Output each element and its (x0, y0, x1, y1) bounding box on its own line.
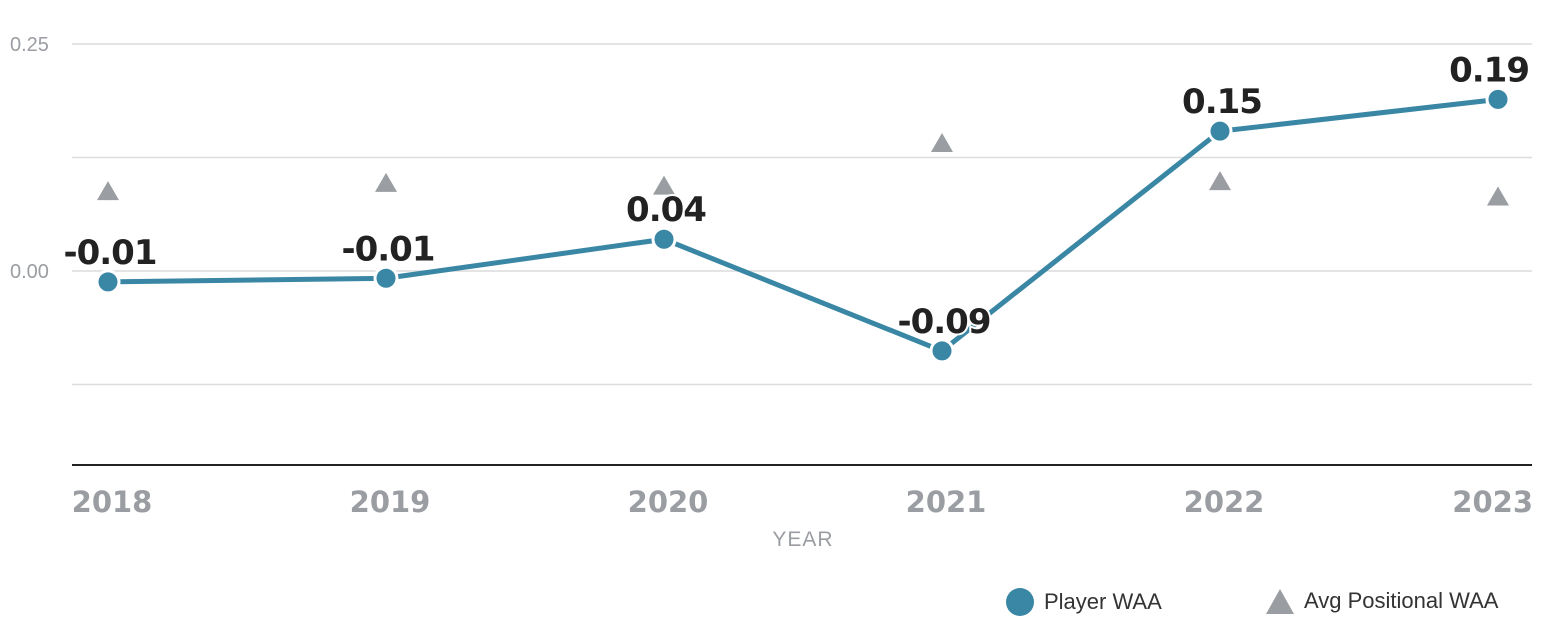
player-waa-data-label: -0.09 (898, 302, 991, 342)
avg-positional-waa-marker (1209, 171, 1231, 191)
player-waa-marker[interactable] (651, 226, 677, 252)
y-axis-ticks: 0.25 0.00 (10, 34, 49, 283)
avg-positional-waa-marker (1487, 186, 1509, 206)
x-tick-label: 2023 (1452, 485, 1533, 519)
avg-positional-waa-marker (375, 172, 397, 192)
avg-positional-waa-marker (653, 175, 675, 195)
x-tick-label: 2022 (1184, 485, 1265, 519)
player-waa-data-label: -0.01 (342, 229, 435, 269)
legend-avg-positional-waa-label: Avg Positional WAA (1304, 588, 1499, 613)
player-waa-data-label: -0.01 (64, 233, 157, 273)
x-axis-ticks: 2018 2019 2020 2021 2022 2023 (72, 485, 1533, 519)
avg-positional-waa-marker (97, 181, 119, 201)
legend-avg-positional-waa[interactable]: Avg Positional WAA (1266, 588, 1498, 614)
avg-positional-waa-series (97, 132, 1509, 206)
legend-player-waa-label: Player WAA (1044, 589, 1162, 614)
player-waa-series (95, 86, 1511, 364)
x-tick-label: 2018 (72, 485, 153, 519)
triangle-marker-icon (1266, 588, 1294, 614)
player-waa-data-label: 0.04 (626, 190, 706, 230)
y-tick-label: 0.00 (10, 261, 49, 283)
y-tick-label: 0.25 (10, 34, 49, 56)
circle-marker-icon (1006, 588, 1034, 616)
player-waa-data-labels: -0.01 -0.01 0.04 -0.09 0.15 0.19 (62, 48, 1533, 344)
x-tick-label: 2020 (628, 485, 709, 519)
player-waa-marker[interactable] (1207, 118, 1233, 144)
x-tick-label: 2019 (350, 485, 431, 519)
player-waa-marker[interactable] (95, 269, 121, 295)
x-axis-label: YEAR (772, 528, 833, 551)
legend-player-waa[interactable]: Player WAA (1006, 588, 1162, 616)
player-waa-marker[interactable] (1485, 86, 1511, 112)
x-tick-label: 2021 (906, 485, 987, 519)
player-waa-data-label: 0.19 (1449, 50, 1529, 90)
player-waa-marker[interactable] (929, 338, 955, 364)
gridlines (72, 43, 1532, 386)
player-waa-marker[interactable] (373, 265, 399, 291)
player-waa-data-label: 0.15 (1182, 82, 1262, 122)
player-waa-line (107, 96, 1499, 354)
avg-positional-waa-marker (931, 132, 953, 152)
